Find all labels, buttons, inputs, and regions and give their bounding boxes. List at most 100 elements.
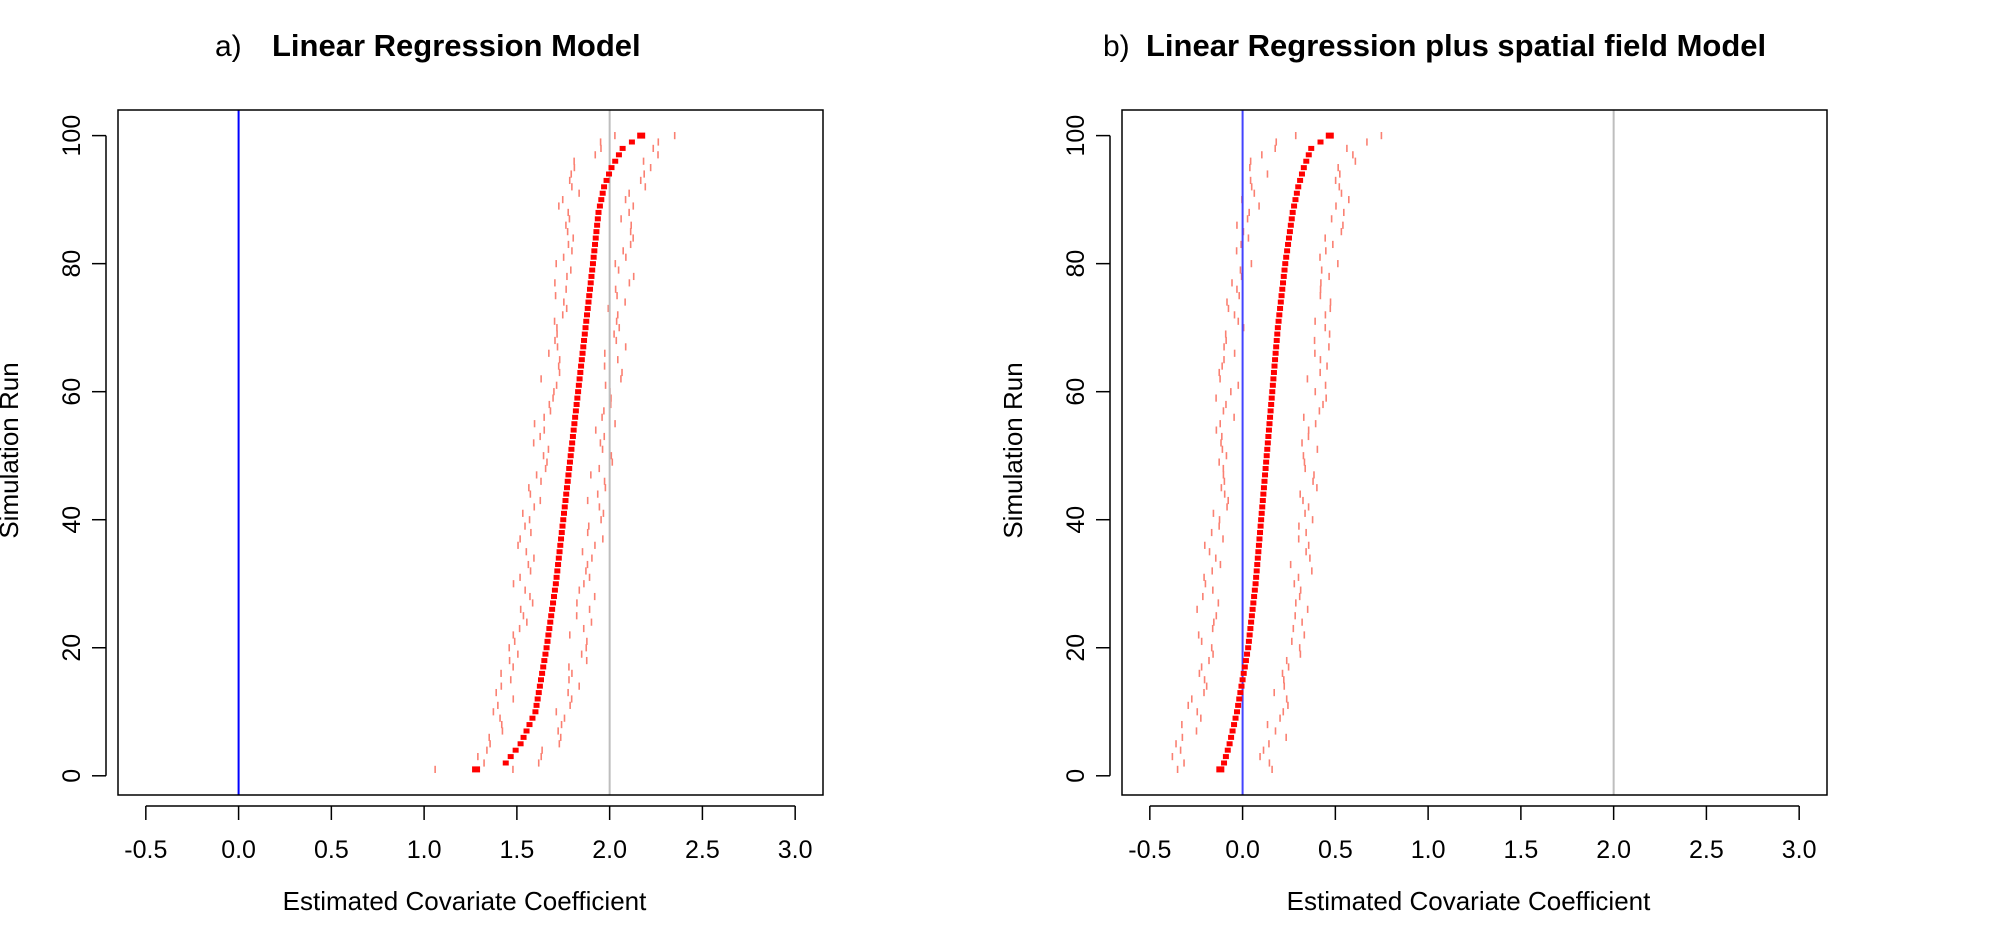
estimate-point-59 [1268, 395, 1275, 401]
estimate-point-74 [585, 299, 592, 305]
estimate-point-26 [1249, 606, 1256, 612]
estimate-point-10 [1234, 709, 1241, 715]
estimate-point-92 [601, 184, 608, 190]
estimate-point-85 [1286, 229, 1293, 235]
estimate-point-37 [558, 536, 565, 542]
estimate-point-87 [594, 216, 601, 222]
y-tick-label: 0 [58, 769, 86, 783]
estimate-point-84 [1285, 235, 1292, 241]
estimate-point-98 [619, 145, 626, 151]
estimate-point-17 [1241, 664, 1248, 670]
estimate-point-26 [549, 606, 556, 612]
y-axis-label: Simulation Run [998, 362, 1028, 538]
estimate-point-62 [1270, 376, 1277, 382]
estimate-point-78 [1280, 273, 1287, 279]
estimate-point-65 [578, 357, 585, 363]
estimate-point-19 [1244, 651, 1251, 657]
estimate-point-38 [558, 530, 565, 536]
estimate-point-9 [1232, 715, 1239, 721]
estimate-point-6 [1228, 734, 1235, 740]
estimate-point-58 [1268, 401, 1275, 407]
estimate-point-14 [1238, 683, 1245, 689]
estimate-point-84 [592, 235, 599, 241]
y-tick-label: 100 [58, 115, 86, 157]
estimate-point-40 [560, 517, 567, 523]
estimate-point-24 [547, 619, 554, 625]
estimate-point-13 [1237, 690, 1244, 696]
estimate-point-25 [1248, 613, 1255, 619]
estimate-point-20 [543, 645, 550, 651]
x-tick-label: 0.5 [314, 836, 349, 864]
estimate-point-45 [563, 485, 570, 491]
estimate-point-81 [1283, 254, 1290, 260]
x-tick-label: 2.0 [1596, 836, 1631, 864]
estimate-point-100 [1325, 132, 1334, 139]
estimate-point-89 [596, 203, 603, 209]
estimate-point-22 [545, 632, 552, 638]
y-tick-label: 100 [1062, 115, 1090, 157]
estimate-point-94 [1298, 171, 1305, 177]
x-tick-label: 1.0 [407, 836, 442, 864]
estimate-point-22 [1246, 632, 1253, 638]
y-tick-label: 60 [1062, 378, 1090, 406]
estimate-point-8 [1231, 722, 1238, 728]
estimate-point-70 [1274, 325, 1281, 331]
estimate-point-79 [589, 267, 596, 273]
estimate-point-59 [574, 395, 581, 401]
estimate-point-12 [1236, 696, 1243, 702]
estimate-point-43 [562, 498, 569, 504]
estimate-point-99 [628, 139, 635, 145]
estimate-point-8 [526, 722, 533, 728]
estimate-point-33 [555, 562, 562, 568]
y-tick-label: 20 [58, 634, 86, 662]
x-axis-label: Estimated Covariate Coefficient [283, 886, 647, 916]
estimate-point-90 [598, 197, 605, 203]
y-axis-label: Simulation Run [0, 362, 24, 538]
estimate-point-90 [1292, 197, 1299, 203]
estimate-point-63 [1270, 369, 1277, 375]
x-tick-label: 0.5 [1318, 836, 1353, 864]
estimate-point-30 [1252, 581, 1259, 587]
x-tick-label: 0.0 [221, 836, 256, 864]
estimate-point-7 [1229, 728, 1236, 734]
estimate-point-85 [593, 229, 600, 235]
estimate-point-82 [1284, 248, 1291, 254]
estimate-point-91 [599, 190, 606, 196]
plot-frame [1121, 109, 1828, 796]
estimate-point-83 [592, 241, 599, 247]
estimate-point-28 [1251, 594, 1258, 600]
estimate-point-29 [1251, 587, 1258, 593]
estimate-point-50 [567, 453, 574, 459]
estimate-point-74 [1277, 299, 1284, 305]
estimate-point-49 [566, 459, 573, 465]
estimate-point-86 [1287, 222, 1294, 228]
estimate-point-11 [533, 702, 540, 708]
estimate-point-77 [1280, 280, 1287, 286]
estimate-point-99 [1317, 139, 1324, 145]
estimate-point-91 [1293, 190, 1300, 196]
estimate-point-66 [579, 350, 586, 356]
estimate-point-65 [1272, 357, 1279, 363]
estimate-point-44 [563, 491, 570, 497]
estimate-point-57 [1267, 408, 1274, 414]
estimate-point-66 [1272, 350, 1279, 356]
x-tick-label: 3.0 [778, 836, 813, 864]
estimate-point-34 [555, 555, 562, 561]
estimate-point-51 [1264, 446, 1271, 452]
estimate-point-41 [561, 510, 568, 516]
estimate-point-5 [1226, 741, 1233, 747]
estimate-point-69 [1274, 331, 1281, 337]
estimate-point-67 [580, 344, 587, 350]
estimate-point-9 [529, 715, 536, 721]
estimate-point-11 [1235, 702, 1242, 708]
estimate-point-75 [586, 293, 593, 299]
estimate-point-18 [541, 658, 548, 664]
estimate-point-23 [1247, 626, 1254, 632]
estimate-point-80 [589, 261, 596, 267]
estimate-point-92 [1295, 184, 1302, 190]
panel-letter: b) [1103, 30, 1130, 63]
plot-frame [117, 109, 824, 796]
estimate-point-98 [1308, 145, 1315, 151]
estimate-point-17 [540, 664, 547, 670]
estimate-point-62 [576, 376, 583, 382]
